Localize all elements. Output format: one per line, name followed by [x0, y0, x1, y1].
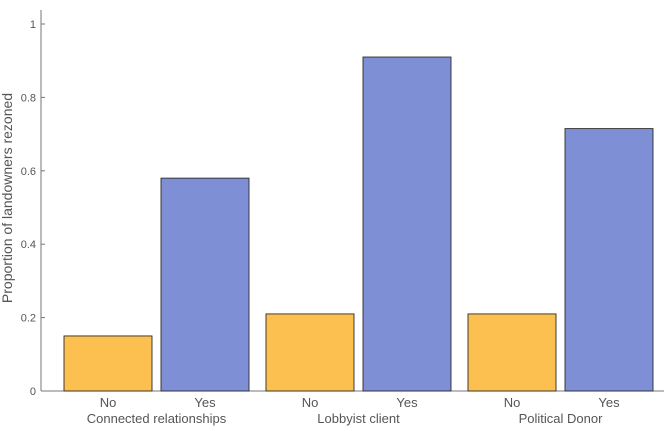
bar-no [265, 313, 355, 392]
y-tick-label: 0.4 [21, 239, 36, 251]
bars [63, 56, 654, 392]
bar-no [63, 335, 153, 392]
bar-no [467, 313, 557, 392]
group-label: Connected relationships [87, 411, 227, 426]
y-tick-label: 0.8 [21, 92, 36, 104]
y-tick-label: 0.2 [21, 313, 36, 325]
y-axis-title: Proportion of landowners rezoned [0, 93, 15, 303]
y-tick-label: 0.6 [21, 166, 36, 178]
bar-yes [160, 177, 250, 392]
x-tick-label: No [302, 395, 319, 410]
y-tick-label: 0 [30, 386, 36, 398]
bar-yes [564, 128, 654, 392]
y-tick-label: 1 [30, 19, 36, 31]
group-label: Political Donor [519, 411, 603, 426]
bar-yes [362, 56, 452, 392]
x-tick-label: Yes [598, 395, 620, 410]
group-label: Lobbyist client [317, 411, 400, 426]
x-tick-label: No [100, 395, 117, 410]
x-tick-label: No [504, 395, 521, 410]
x-tick-label: Yes [194, 395, 216, 410]
x-tick-label: Yes [396, 395, 418, 410]
